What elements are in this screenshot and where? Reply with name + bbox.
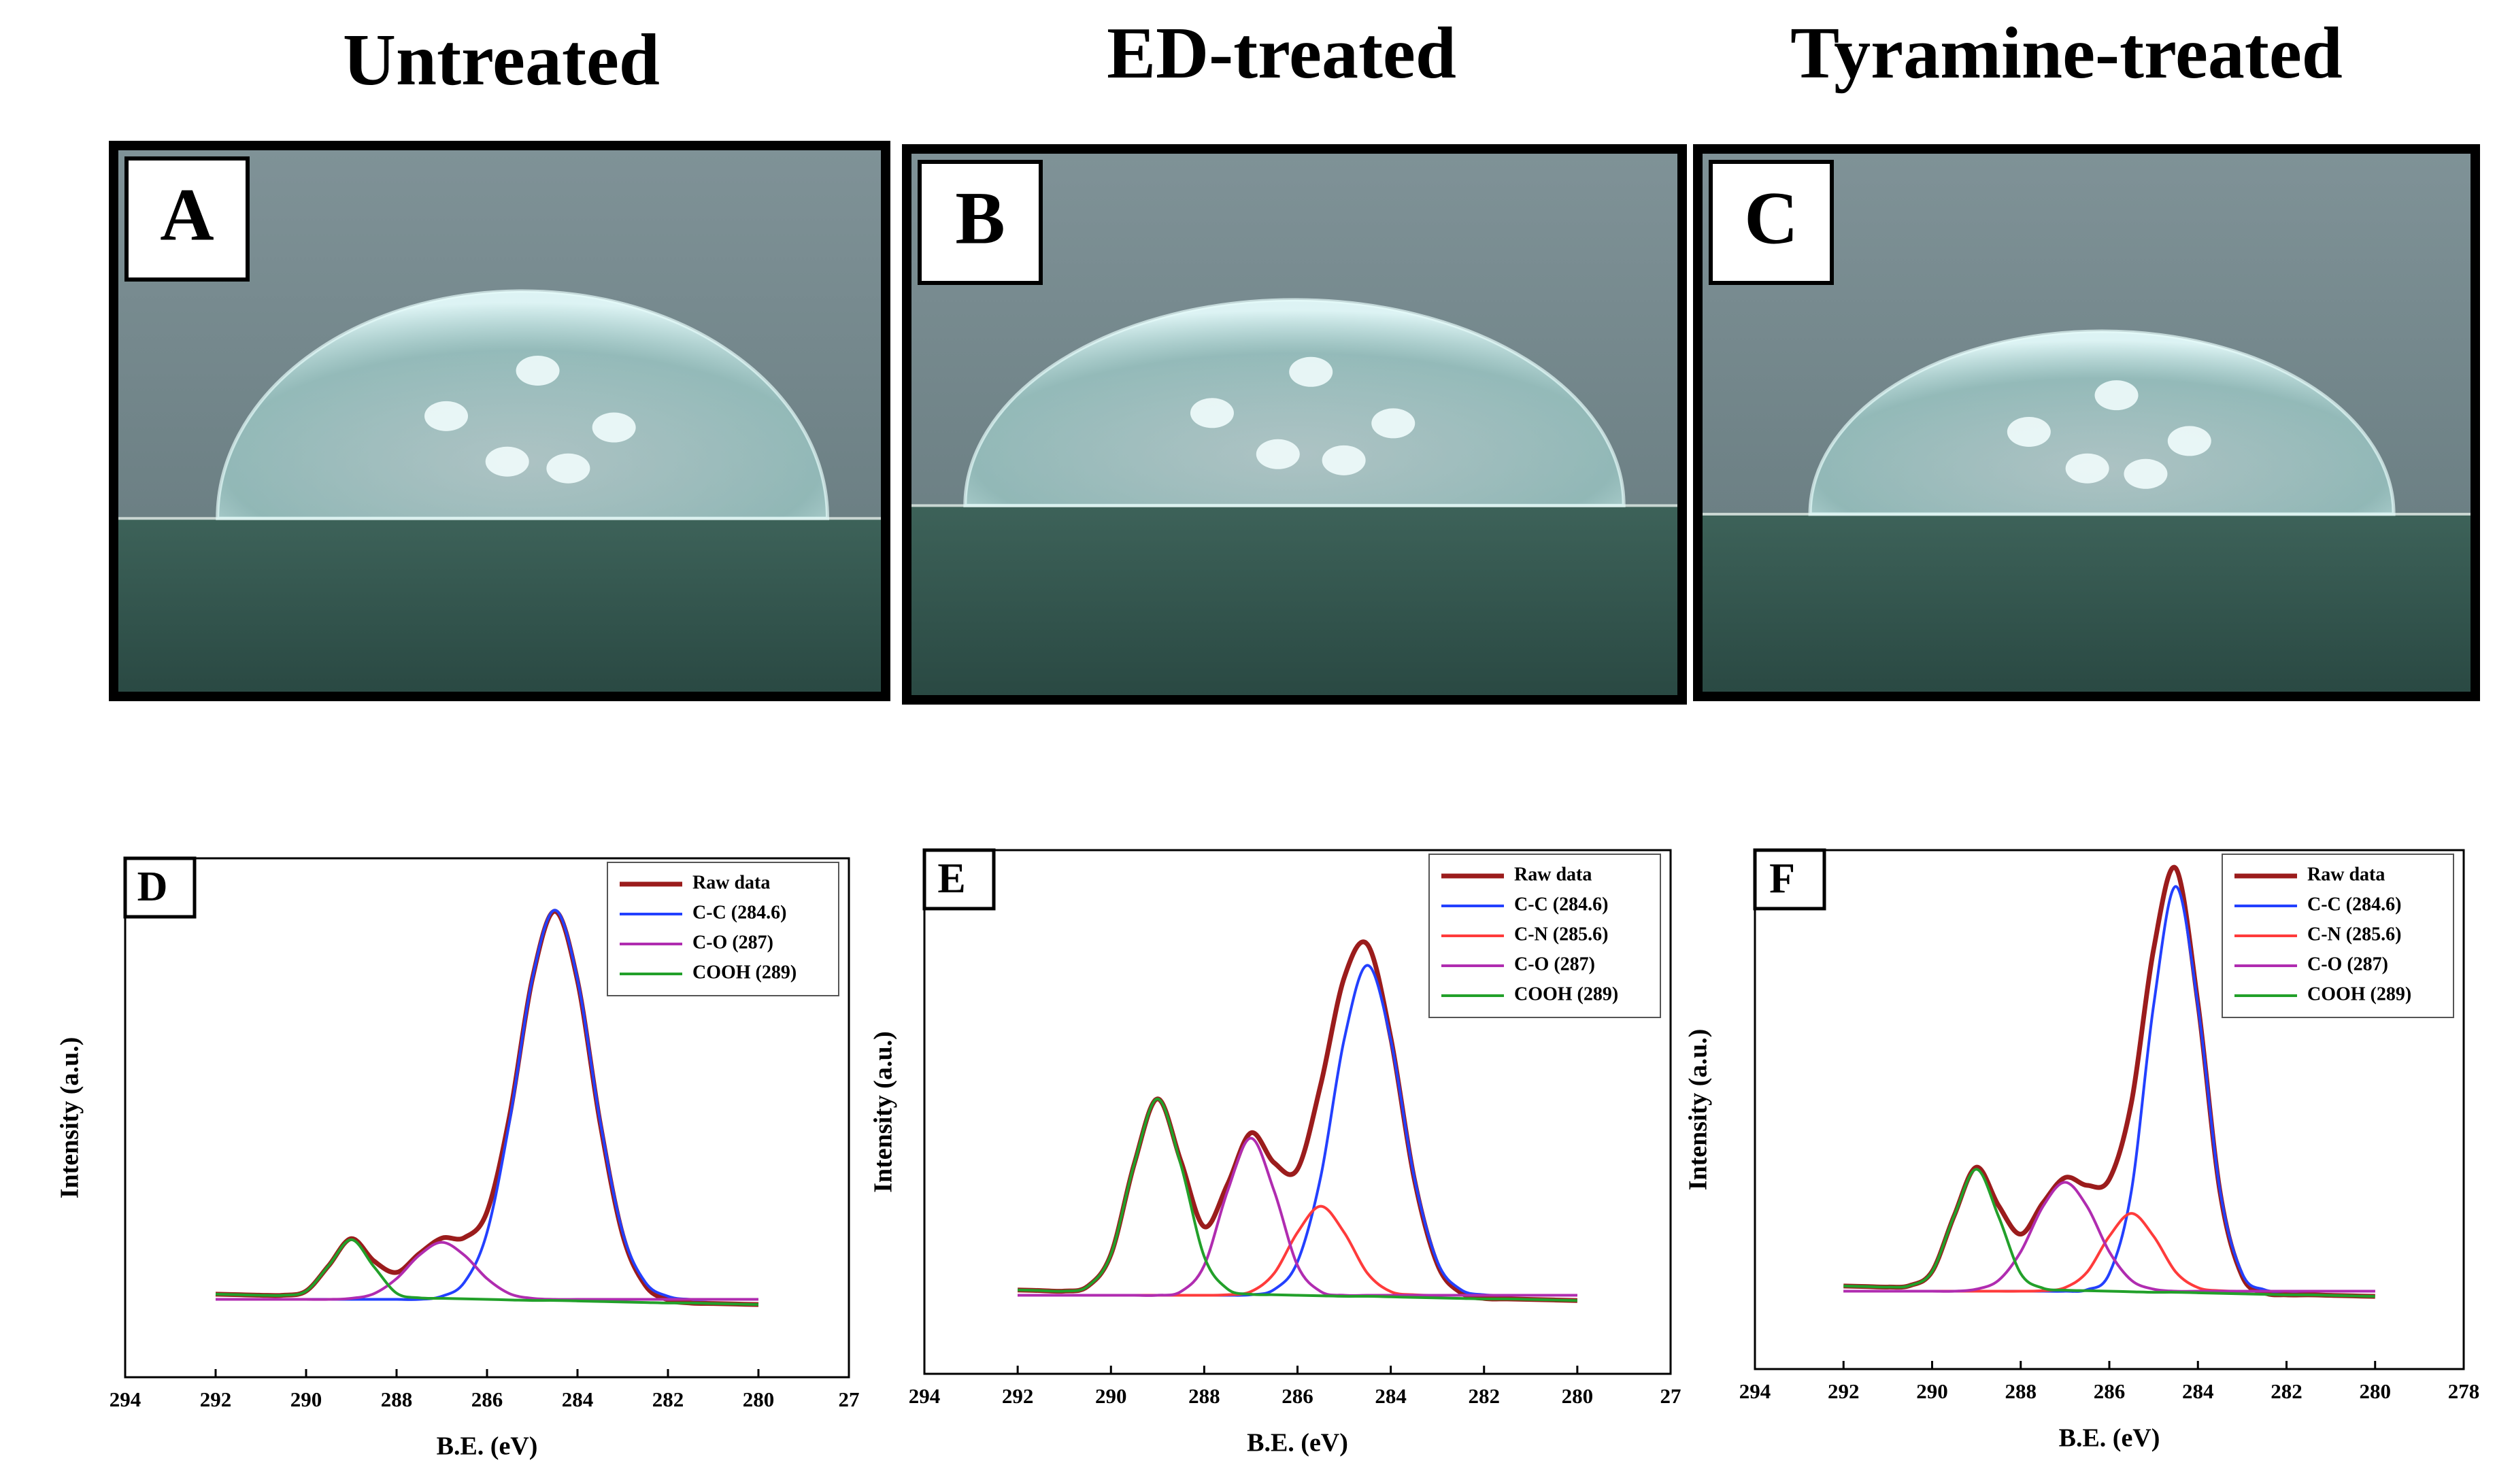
droplet-highlight — [2167, 426, 2211, 456]
x-tick-label: 282 — [2271, 1379, 2302, 1403]
x-tick-label: 294 — [110, 1387, 141, 1411]
legend-label: C-C (284.6) — [692, 902, 786, 923]
x-tick-label: 286 — [2094, 1379, 2126, 1403]
water-droplet — [216, 289, 830, 520]
x-tick-label: 284 — [562, 1387, 594, 1411]
x-tick-label: 294 — [909, 1384, 941, 1408]
droplet-highlight — [2007, 416, 2051, 447]
droplet-highlight — [1256, 439, 1300, 469]
droplet-highlight — [424, 401, 469, 431]
letter-box — [1709, 160, 1834, 285]
x-tick-label: 292 — [1828, 1379, 1860, 1403]
x-tick-label: 280 — [1562, 1384, 1594, 1408]
panel-letter: C — [1744, 176, 1798, 259]
water-droplet — [1808, 329, 2396, 516]
x-tick-label: 280 — [2360, 1379, 2392, 1403]
x-axis-label: B.E. (eV) — [437, 1432, 538, 1461]
x-tick-label: 290 — [1916, 1379, 1948, 1403]
legend-label: C-C (284.6) — [1514, 894, 1608, 915]
legend-label: COOH (289) — [1514, 983, 1618, 1005]
series-line — [215, 1238, 759, 1306]
droplet-highlight — [1190, 398, 1234, 428]
legend-label: C-O (287) — [2307, 954, 2388, 975]
legend-label: C-N (285.6) — [1514, 924, 1608, 945]
x-axis-label: B.E. (eV) — [2059, 1424, 2160, 1453]
x-tick-label: 294 — [1739, 1379, 1771, 1403]
substrate — [1703, 513, 2471, 692]
letter-box — [124, 156, 250, 282]
legend-label: Raw data — [692, 872, 770, 893]
droplet-highlight — [2065, 453, 2109, 484]
panel-title: Tyramine-treated — [1790, 13, 2343, 94]
series-line — [216, 1241, 758, 1301]
droplet-highlight — [1371, 408, 1416, 439]
x-tick-label: 278 — [2448, 1379, 2480, 1403]
y-axis-label: Intensity (a.u.) — [1684, 1029, 1713, 1191]
x-tick-label: 292 — [1002, 1384, 1034, 1408]
panel-letter: B — [955, 176, 1005, 259]
chart-letter-box — [1753, 848, 1826, 911]
x-tick-label: 288 — [381, 1387, 413, 1411]
series-line — [1843, 1168, 2375, 1298]
droplet-highlight — [516, 355, 560, 386]
x-tick-label: 280 — [743, 1387, 775, 1411]
droplet-highlight — [1322, 445, 1366, 475]
series-line — [1018, 1204, 1577, 1297]
x-tick-label: 282 — [652, 1387, 684, 1411]
x-tick-label: 282 — [1469, 1384, 1501, 1408]
x-tick-label: 292 — [200, 1387, 232, 1411]
chart-letter: D — [137, 864, 168, 910]
panel-title: Untreated — [343, 20, 660, 101]
chart-letter: F — [1769, 856, 1795, 902]
panel-title: ED-treated — [1107, 13, 1456, 94]
panel-letter: A — [160, 173, 214, 256]
legend-label: C-O (287) — [1514, 954, 1595, 975]
legend-label: COOH (289) — [2307, 983, 2411, 1005]
chart-letter-box — [123, 856, 197, 919]
x-tick-label: 288 — [2005, 1379, 2037, 1403]
series-line — [1018, 1097, 1577, 1302]
substrate — [118, 518, 881, 692]
x-tick-label: 286 — [1282, 1384, 1313, 1408]
x-tick-label: 284 — [1375, 1384, 1407, 1408]
y-axis-label: Intensity (a.u.) — [869, 1031, 898, 1193]
x-tick-label: 27 — [839, 1387, 860, 1411]
chart-letter-box — [922, 848, 996, 911]
droplet-highlight — [485, 446, 529, 477]
x-axis-label: B.E. (eV) — [1247, 1429, 1348, 1457]
x-tick-label: 27 — [1660, 1384, 1681, 1408]
droplet-highlight — [1289, 356, 1333, 387]
legend-label: C-N (285.6) — [2307, 924, 2401, 945]
series-line — [1018, 1136, 1577, 1297]
droplet-highlight — [2124, 458, 2168, 489]
x-tick-label: 290 — [290, 1387, 322, 1411]
x-tick-label: 286 — [471, 1387, 503, 1411]
series-line — [1843, 1181, 2375, 1293]
water-droplet — [963, 298, 1626, 507]
droplet-highlight — [546, 453, 590, 484]
x-tick-label: 284 — [2182, 1379, 2214, 1403]
legend-label: Raw data — [2307, 864, 2385, 885]
droplet-highlight — [592, 412, 636, 443]
x-tick-label: 288 — [1188, 1384, 1220, 1408]
legend-label: COOH (289) — [692, 962, 797, 983]
legend-label: C-O (287) — [692, 932, 773, 953]
substrate — [911, 505, 1677, 695]
legend-label: Raw data — [1514, 864, 1592, 885]
chart-letter: E — [937, 856, 965, 902]
droplet-highlight — [2094, 380, 2139, 411]
y-axis-label: Intensity (a.u.) — [56, 1037, 84, 1199]
letter-box — [918, 160, 1043, 285]
x-tick-label: 290 — [1095, 1384, 1127, 1408]
legend-label: C-C (284.6) — [2307, 894, 2401, 915]
